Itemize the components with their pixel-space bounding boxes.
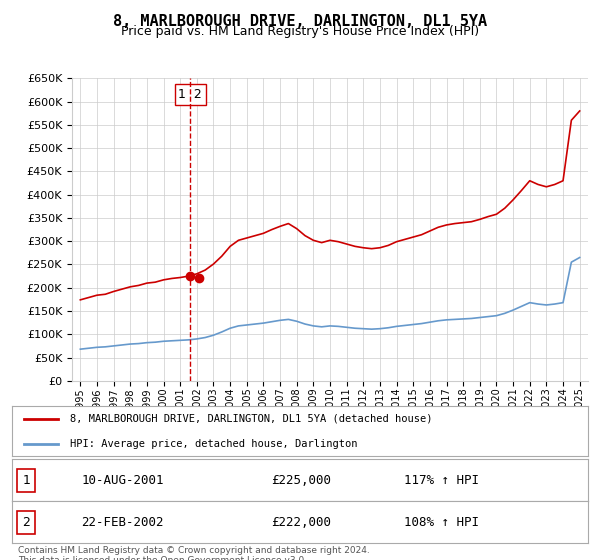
Text: 2: 2	[22, 516, 31, 529]
Text: 22-FEB-2002: 22-FEB-2002	[81, 516, 164, 529]
Text: 8, MARLBOROUGH DRIVE, DARLINGTON, DL1 5YA: 8, MARLBOROUGH DRIVE, DARLINGTON, DL1 5Y…	[113, 14, 487, 29]
Text: 10-AUG-2001: 10-AUG-2001	[81, 474, 164, 487]
Text: 117% ↑ HPI: 117% ↑ HPI	[404, 474, 479, 487]
Text: 1  2: 1 2	[178, 88, 202, 101]
Text: 1: 1	[22, 474, 31, 487]
Text: £225,000: £225,000	[271, 474, 331, 487]
Text: HPI: Average price, detached house, Darlington: HPI: Average price, detached house, Darl…	[70, 439, 357, 449]
Text: Contains HM Land Registry data © Crown copyright and database right 2024.
This d: Contains HM Land Registry data © Crown c…	[18, 546, 370, 560]
Text: £222,000: £222,000	[271, 516, 331, 529]
Text: 8, MARLBOROUGH DRIVE, DARLINGTON, DL1 5YA (detached house): 8, MARLBOROUGH DRIVE, DARLINGTON, DL1 5Y…	[70, 414, 432, 423]
Text: 108% ↑ HPI: 108% ↑ HPI	[404, 516, 479, 529]
Text: Price paid vs. HM Land Registry's House Price Index (HPI): Price paid vs. HM Land Registry's House …	[121, 25, 479, 38]
